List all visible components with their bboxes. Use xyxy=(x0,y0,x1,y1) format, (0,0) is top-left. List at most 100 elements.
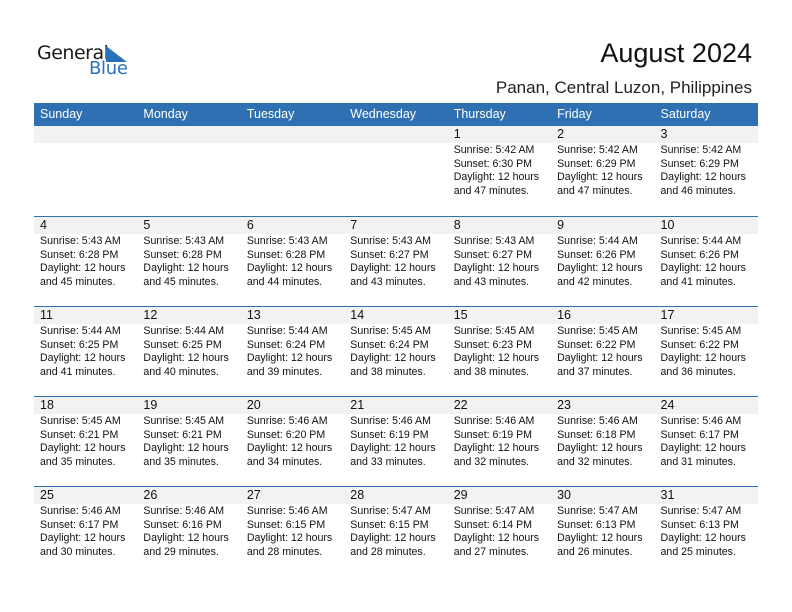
empty-day-cell xyxy=(240,126,345,216)
empty-day-cell xyxy=(344,126,448,216)
day-info: Sunrise: 5:47 AM Sunset: 6:14 PM Daylight:… xyxy=(448,504,551,559)
sunset-text: Sunset: 6:19 PM xyxy=(350,428,429,441)
minutes-text: and 47 minutes. xyxy=(453,184,530,197)
sunrise-text: Sunrise: 5:46 AM xyxy=(40,505,121,517)
day-number xyxy=(344,126,448,143)
sunrise-text: Sunrise: 5:45 AM xyxy=(557,325,638,337)
day-cell: 13 Sunrise: 5:44 AM Sunset: 6:24 PM Dayligh… xyxy=(240,307,345,396)
logo: General Blue xyxy=(37,42,132,82)
sunrise-text: Sunrise: 5:45 AM xyxy=(350,325,431,337)
day-number xyxy=(137,126,241,143)
sunset-text: Sunset: 6:30 PM xyxy=(453,157,533,170)
sunset-text: Sunset: 6:29 PM xyxy=(660,157,739,170)
empty-day-cell xyxy=(34,126,138,216)
daylight-text: Daylight: 12 hours xyxy=(660,352,746,364)
minutes-text: and 32 minutes. xyxy=(557,455,633,468)
minutes-text: and 40 minutes. xyxy=(143,365,219,378)
day-cell: 16 Sunrise: 5:45 AM Sunset: 6:22 PM Dayligh… xyxy=(551,307,655,396)
day-number: 23 xyxy=(551,397,655,414)
sunset-text: Sunset: 6:26 PM xyxy=(557,248,636,261)
day-cell: 31 Sunrise: 5:47 AM Sunset: 6:13 PM Dayligh… xyxy=(654,487,758,576)
day-number: 13 xyxy=(240,307,345,324)
day-cell: 30 Sunrise: 5:47 AM Sunset: 6:13 PM Dayligh… xyxy=(551,487,655,576)
sunset-text: Sunset: 6:27 PM xyxy=(453,248,533,261)
logo-word-general: General xyxy=(37,42,109,64)
sunset-text: Sunset: 6:17 PM xyxy=(660,428,739,441)
sunset-text: Sunset: 6:28 PM xyxy=(143,248,222,261)
minutes-text: and 36 minutes. xyxy=(660,365,736,378)
weekday-header: Sunday Monday Tuesday Wednesday Thursday Frid… xyxy=(34,103,758,126)
day-number: 26 xyxy=(137,487,241,504)
minutes-text: and 33 minutes. xyxy=(350,455,426,468)
minutes-text: and 31 minutes. xyxy=(660,455,736,468)
location-subtitle: Panan, Central Luzon, Philippines xyxy=(495,78,752,97)
minutes-text: and 43 minutes. xyxy=(453,275,530,288)
day-number: 28 xyxy=(344,487,448,504)
daylight-text: Daylight: 12 hours xyxy=(453,262,540,274)
daylight-text: Daylight: 12 hours xyxy=(453,171,540,183)
sunrise-text: Sunrise: 5:47 AM xyxy=(557,505,638,517)
week-row: 25 Sunrise: 5:46 AM Sunset: 6:17 PM Dayligh… xyxy=(34,486,758,576)
daylight-text: Daylight: 12 hours xyxy=(40,352,126,364)
sunrise-text: Sunrise: 5:43 AM xyxy=(143,235,225,247)
day-number: 18 xyxy=(34,397,138,414)
day-info: Sunrise: 5:43 AM Sunset: 6:28 PM Daylight:… xyxy=(241,234,344,289)
weekday-thursday: Thursday xyxy=(453,107,506,121)
daylight-text: Daylight: 12 hours xyxy=(453,442,540,454)
daylight-text: Daylight: 12 hours xyxy=(246,442,333,454)
weekday-monday: Monday xyxy=(143,107,188,121)
day-number: 21 xyxy=(344,397,448,414)
weekday-tuesday: Tuesday xyxy=(246,107,295,121)
day-cell: 25 Sunrise: 5:46 AM Sunset: 6:17 PM Dayligh… xyxy=(34,487,138,576)
sunrise-text: Sunrise: 5:43 AM xyxy=(40,235,121,247)
daylight-text: Daylight: 12 hours xyxy=(40,532,126,544)
day-info: Sunrise: 5:43 AM Sunset: 6:27 PM Daylight:… xyxy=(448,234,551,289)
sunset-text: Sunset: 6:17 PM xyxy=(40,518,119,531)
day-cell: 1 Sunrise: 5:42 AM Sunset: 6:30 PM Daylight… xyxy=(447,126,552,216)
day-cell: 19 Sunrise: 5:45 AM Sunset: 6:21 PM Dayligh… xyxy=(137,397,241,486)
day-cell: 3 Sunrise: 5:42 AM Sunset: 6:29 PM Daylight… xyxy=(654,126,758,216)
day-cell: 6 Sunrise: 5:43 AM Sunset: 6:28 PM Daylight… xyxy=(240,217,345,306)
daylight-text: Daylight: 12 hours xyxy=(557,532,643,544)
minutes-text: and 39 minutes. xyxy=(246,365,323,378)
sunset-text: Sunset: 6:22 PM xyxy=(557,338,636,351)
day-info: Sunrise: 5:44 AM Sunset: 6:26 PM Daylight:… xyxy=(551,234,654,289)
minutes-text: and 37 minutes. xyxy=(557,365,633,378)
sunset-text: Sunset: 6:26 PM xyxy=(660,248,739,261)
minutes-text: and 25 minutes. xyxy=(660,545,736,558)
weekday-sunday: Sunday xyxy=(40,107,83,121)
sunset-text: Sunset: 6:21 PM xyxy=(40,428,119,441)
day-info: Sunrise: 5:45 AM Sunset: 6:21 PM Daylight:… xyxy=(137,414,240,469)
day-cell: 22 Sunrise: 5:46 AM Sunset: 6:19 PM Dayligh… xyxy=(447,397,552,486)
daylight-text: Daylight: 12 hours xyxy=(660,171,746,183)
daylight-text: Daylight: 12 hours xyxy=(453,352,540,364)
daylight-text: Daylight: 12 hours xyxy=(660,442,746,454)
daylight-text: Daylight: 12 hours xyxy=(143,532,229,544)
day-info: Sunrise: 5:44 AM Sunset: 6:24 PM Daylight:… xyxy=(241,324,344,379)
day-number: 6 xyxy=(240,217,345,234)
day-cell: 21 Sunrise: 5:46 AM Sunset: 6:19 PM Dayligh… xyxy=(344,397,448,486)
daylight-text: Daylight: 12 hours xyxy=(246,532,333,544)
sunset-text: Sunset: 6:25 PM xyxy=(143,338,222,351)
minutes-text: and 27 minutes. xyxy=(453,545,530,558)
day-info: Sunrise: 5:43 AM Sunset: 6:27 PM Daylight:… xyxy=(344,234,447,289)
minutes-text: and 45 minutes. xyxy=(40,275,116,288)
sunrise-text: Sunrise: 5:44 AM xyxy=(660,235,742,247)
sunrise-text: Sunrise: 5:43 AM xyxy=(350,235,431,247)
day-info: Sunrise: 5:46 AM Sunset: 6:15 PM Daylight:… xyxy=(241,504,344,559)
minutes-text: and 41 minutes. xyxy=(40,365,116,378)
sunrise-text: Sunrise: 5:42 AM xyxy=(557,144,638,156)
daylight-text: Daylight: 12 hours xyxy=(557,171,643,183)
minutes-text: and 35 minutes. xyxy=(40,455,116,468)
sunrise-text: Sunrise: 5:44 AM xyxy=(246,325,328,337)
day-cell: 15 Sunrise: 5:45 AM Sunset: 6:23 PM Dayligh… xyxy=(447,307,552,396)
day-number: 10 xyxy=(654,217,758,234)
sunset-text: Sunset: 6:19 PM xyxy=(453,428,533,441)
day-cell: 8 Sunrise: 5:43 AM Sunset: 6:27 PM Daylight… xyxy=(447,217,552,306)
day-number: 20 xyxy=(240,397,345,414)
sunset-text: Sunset: 6:20 PM xyxy=(246,428,326,441)
daylight-text: Daylight: 12 hours xyxy=(557,352,643,364)
sunset-text: Sunset: 6:16 PM xyxy=(143,518,222,531)
day-info: Sunrise: 5:47 AM Sunset: 6:13 PM Daylight:… xyxy=(551,504,654,559)
day-cell: 28 Sunrise: 5:47 AM Sunset: 6:15 PM Dayligh… xyxy=(344,487,448,576)
